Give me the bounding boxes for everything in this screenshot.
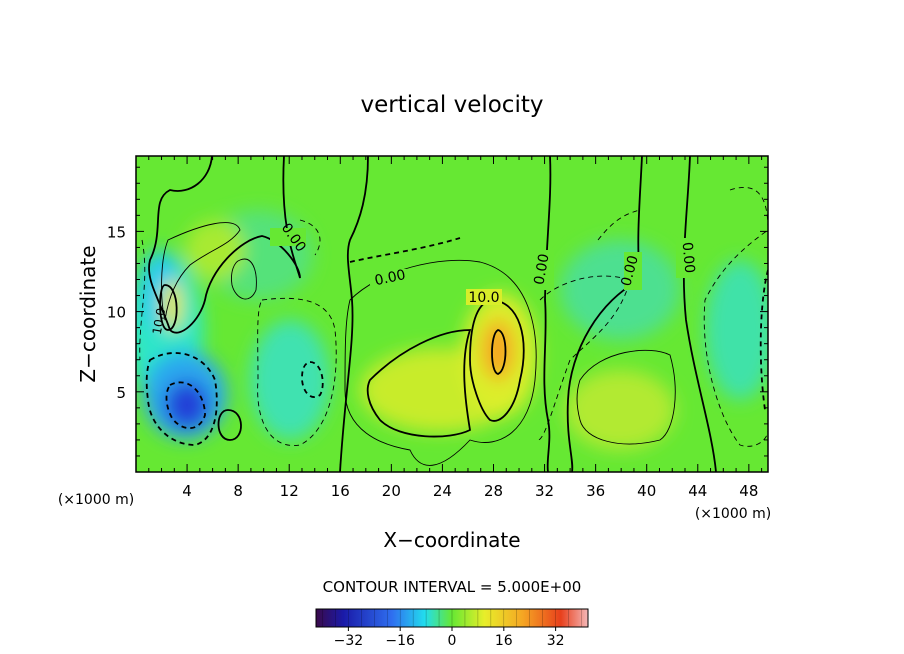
contour-interval-label: CONTOUR INTERVAL = 5.000E+00	[323, 578, 582, 596]
y-tick-label: 5	[116, 384, 126, 402]
contour-10	[159, 284, 178, 331]
colorbar-ticks: −32 −16 0 16 32	[322, 609, 582, 649]
x-tick-label: 48	[739, 482, 758, 500]
plot-frame	[135, 155, 769, 473]
contour-5	[161, 222, 241, 321]
axis-ticks	[136, 156, 768, 472]
chart-title: vertical velocity	[361, 92, 544, 118]
contour-label-mask	[676, 238, 692, 278]
negative-contour	[299, 219, 321, 256]
x-tick-label: 24	[433, 482, 452, 500]
x-tick-label: 44	[688, 482, 707, 500]
negative-contour	[703, 186, 768, 447]
contour-5	[576, 349, 676, 445]
field-blob	[482, 320, 514, 380]
contour-10	[491, 329, 507, 375]
colorbar-tick-label: 16	[495, 633, 513, 649]
colorbar-tick-label: 32	[547, 633, 565, 649]
contour-5	[344, 259, 537, 466]
x-unit-label: (×1000 m)	[695, 506, 771, 522]
x-tick-labels: 4 8 12 16 20 24 28 32 36 40 44 48	[182, 482, 758, 500]
field-blob	[250, 320, 330, 440]
negative-contour	[301, 361, 324, 398]
contour-label: 0.00	[531, 253, 552, 286]
negative-contour	[349, 237, 461, 263]
x-tick-label: 4	[182, 482, 192, 500]
colorbar-tick-label: −16	[385, 633, 415, 649]
negative-contour	[139, 239, 146, 361]
contour-lines	[139, 156, 768, 472]
zero-contour	[339, 156, 369, 472]
x-tick-label: 40	[637, 482, 656, 500]
zero-contour	[217, 409, 242, 441]
contour-label: 10.0	[468, 290, 499, 306]
contour-label-group: 0.00 0.00 0.00 0.00 0.00 10.0 10.0	[150, 220, 697, 335]
contour-label: 0.00	[373, 267, 407, 289]
zero-contour	[566, 156, 643, 472]
contour-label-mask	[270, 228, 306, 246]
contour-label: 10.0	[150, 307, 168, 336]
y-axis-label: Z−coordinate	[76, 245, 100, 382]
zero-contour	[148, 156, 301, 334]
negative-contour	[165, 381, 206, 430]
field-blob	[165, 381, 209, 429]
negative-contours	[139, 186, 768, 447]
negative-contour	[597, 209, 641, 241]
y-tick-label: 10	[107, 304, 126, 322]
colorbar-tick-label: −32	[334, 633, 364, 649]
negative-contour	[759, 269, 768, 411]
field-blob	[560, 240, 680, 340]
x-tick-label: 16	[331, 482, 350, 500]
contour-label-mask	[370, 269, 412, 285]
x-tick-label: 8	[233, 482, 243, 500]
contour-label-mask	[466, 289, 502, 305]
contour-10	[366, 329, 472, 438]
field-blob	[162, 279, 182, 331]
zero-contour	[682, 156, 717, 472]
x-tick-label: 28	[484, 482, 503, 500]
contour-label-mask	[538, 250, 554, 290]
contour-10	[469, 299, 525, 422]
zero-contour	[543, 156, 552, 472]
contour-label: 0.00	[679, 241, 698, 273]
x-tick-label: 32	[535, 482, 554, 500]
x-tick-label: 36	[586, 482, 605, 500]
field-blob	[565, 370, 675, 450]
y-unit-label: (×1000 m)	[58, 492, 134, 508]
colorbar-tick-label: 0	[448, 633, 457, 649]
contour-5	[231, 258, 257, 300]
negative-contour	[145, 352, 218, 446]
negative-contour	[537, 275, 631, 441]
y-tick-labels: 5 10 15	[107, 223, 126, 401]
y-tick-label: 15	[107, 223, 126, 241]
contour-label: 0.00	[618, 254, 642, 288]
plot-area: 0.00 0.00 0.00 0.00 0.00 10.0 10.0	[136, 156, 768, 472]
field-blob	[705, 260, 768, 400]
contour-label-mask	[624, 252, 642, 290]
x-tick-label: 20	[382, 482, 401, 500]
x-axis-label: X−coordinate	[383, 528, 520, 552]
x-tick-label: 12	[280, 482, 299, 500]
